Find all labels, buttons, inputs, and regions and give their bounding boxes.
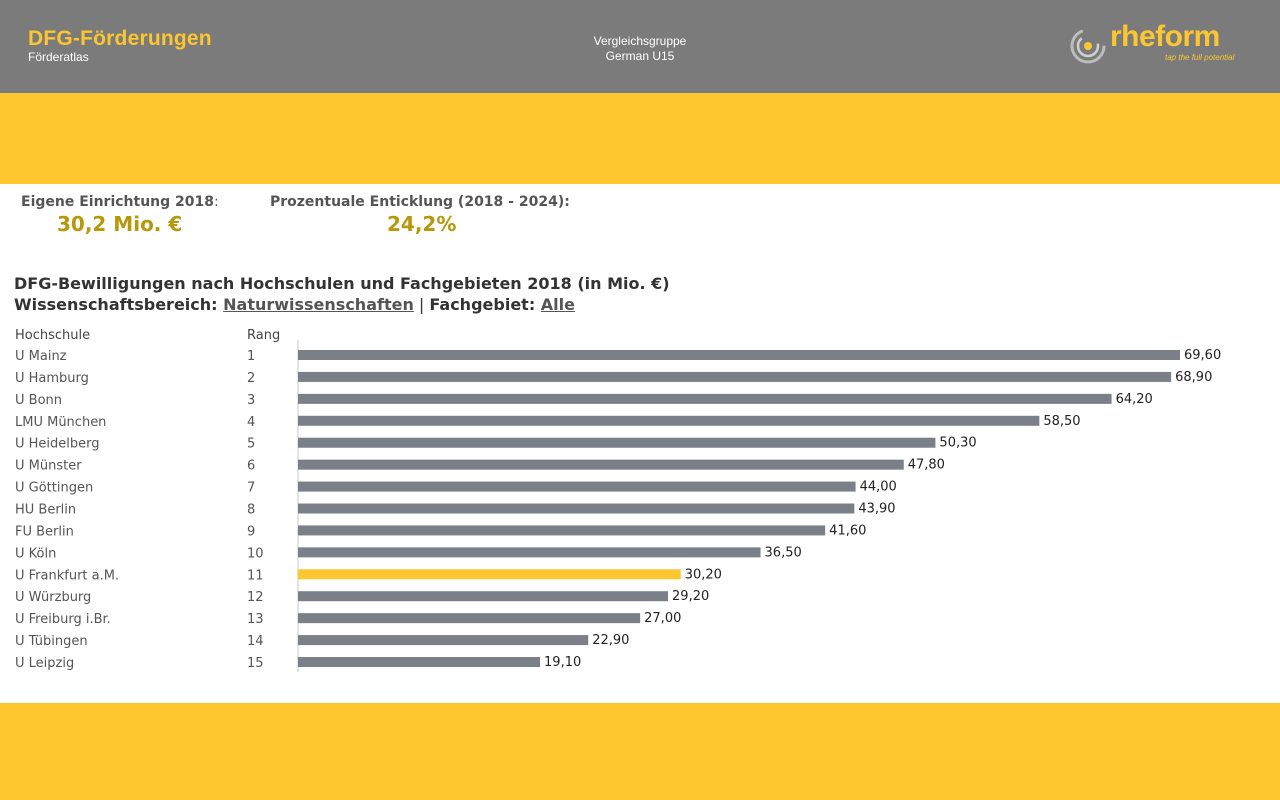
rank-label: 12 <box>247 590 264 605</box>
value-label: 58,50 <box>1043 414 1080 429</box>
comparison-group: Vergleichsgruppe German U15 <box>540 34 740 64</box>
category-label: U Bonn <box>15 393 62 408</box>
value-label: 50,30 <box>939 436 976 451</box>
rank-label: 1 <box>247 349 255 364</box>
bar[interactable] <box>298 350 1180 360</box>
value-label: 30,20 <box>685 567 722 582</box>
value-label: 69,60 <box>1184 348 1221 363</box>
category-label: U Würzburg <box>15 590 91 605</box>
bar[interactable] <box>298 657 541 668</box>
rheform-ring-icon <box>1070 28 1106 64</box>
rank-label: 13 <box>247 612 264 627</box>
own-institution-label: Eigene Einrichtung 2018: <box>21 194 219 210</box>
value-label: 36,50 <box>765 545 802 560</box>
bar[interactable] <box>298 481 856 492</box>
rank-label: 11 <box>247 568 264 583</box>
category-label: U Frankfurt a.M. <box>15 568 119 583</box>
app-subtitle: Förderatlas <box>28 50 89 64</box>
comparison-group-value: German U15 <box>605 49 675 63</box>
category-label: LMU München <box>15 415 106 430</box>
rank-label: 5 <box>247 437 255 452</box>
growth-label: Prozentuale Enticklung (2018 - 2024): <box>270 194 570 210</box>
value-label: 43,90 <box>858 502 895 517</box>
app-header: DFG-Förderungen Förderatlas Vergleichsgr… <box>0 0 1280 93</box>
value-label: 29,20 <box>672 589 709 604</box>
bar[interactable] <box>298 635 589 646</box>
rank-label: 10 <box>247 546 264 561</box>
bar[interactable] <box>298 437 936 448</box>
rank-label: 9 <box>247 524 255 539</box>
rank-label: 15 <box>247 656 264 671</box>
category-label: U Münster <box>15 459 82 474</box>
bar[interactable] <box>298 371 1172 382</box>
subject-filter-link[interactable]: Alle <box>540 295 575 314</box>
bar[interactable] <box>298 569 681 580</box>
logo-tagline: tap the full potential <box>1165 53 1235 62</box>
category-label: U Göttingen <box>15 481 93 496</box>
rank-label: 8 <box>247 503 255 518</box>
category-label: U Mainz <box>15 349 67 364</box>
rank-label: 6 <box>247 459 255 474</box>
value-label: 27,00 <box>644 611 681 626</box>
bar[interactable] <box>298 459 904 470</box>
bar[interactable] <box>298 525 826 536</box>
category-label: HU Berlin <box>15 503 76 518</box>
chart-title: DFG-Bewilligungen nach Hochschulen und F… <box>14 273 670 315</box>
category-label: FU Berlin <box>15 524 74 539</box>
bar[interactable] <box>298 591 669 602</box>
bar[interactable] <box>298 547 761 558</box>
value-label: 19,10 <box>544 655 581 670</box>
category-label: U Heidelberg <box>15 437 100 452</box>
column-header-university: Hochschule <box>15 328 91 343</box>
bar[interactable] <box>298 415 1040 426</box>
rank-label: 14 <box>247 634 264 649</box>
growth-value: 24,2% <box>387 212 457 236</box>
rank-label: 4 <box>247 415 255 430</box>
top-banner <box>0 93 1280 184</box>
category-label: U Tübingen <box>15 634 88 649</box>
value-label: 47,80 <box>908 458 945 473</box>
category-label: U Leipzig <box>15 656 74 671</box>
category-label: U Köln <box>15 546 56 561</box>
logo-wordmark: rheform <box>1110 20 1220 53</box>
field-filter-link[interactable]: Naturwissenschaften <box>223 295 414 314</box>
app-title: DFG-Förderungen <box>28 27 212 50</box>
value-label: 64,20 <box>1116 392 1153 407</box>
value-label: 41,60 <box>829 523 866 538</box>
rank-label: 3 <box>247 393 255 408</box>
category-label: U Hamburg <box>15 371 89 386</box>
bottom-banner <box>0 703 1280 800</box>
comparison-group-label: Vergleichsgruppe <box>593 34 687 48</box>
bar-chart: U Mainz 1 69,60 U Hamburg 2 68,90 U Bonn 3 64,20… <box>15 340 1221 672</box>
value-label: 44,00 <box>860 480 897 495</box>
chart-title-line: DFG-Bewilligungen nach Hochschulen und F… <box>14 274 670 293</box>
category-label: U Freiburg i.Br. <box>15 612 111 627</box>
rank-label: 2 <box>247 371 255 386</box>
value-label: 22,90 <box>592 633 629 648</box>
chart-filter-line: Wissenschaftsbereich: Naturwissenschafte… <box>14 295 575 314</box>
bar[interactable] <box>298 393 1112 404</box>
rheform-logo: rheform tap the full potential <box>1068 20 1258 72</box>
column-header-rank: Rang <box>247 328 281 343</box>
own-institution-value: 30,2 Mio. € <box>57 212 183 236</box>
bar[interactable] <box>298 613 641 624</box>
bar[interactable] <box>298 503 855 514</box>
rank-label: 7 <box>247 481 255 496</box>
value-label: 68,90 <box>1175 370 1212 385</box>
